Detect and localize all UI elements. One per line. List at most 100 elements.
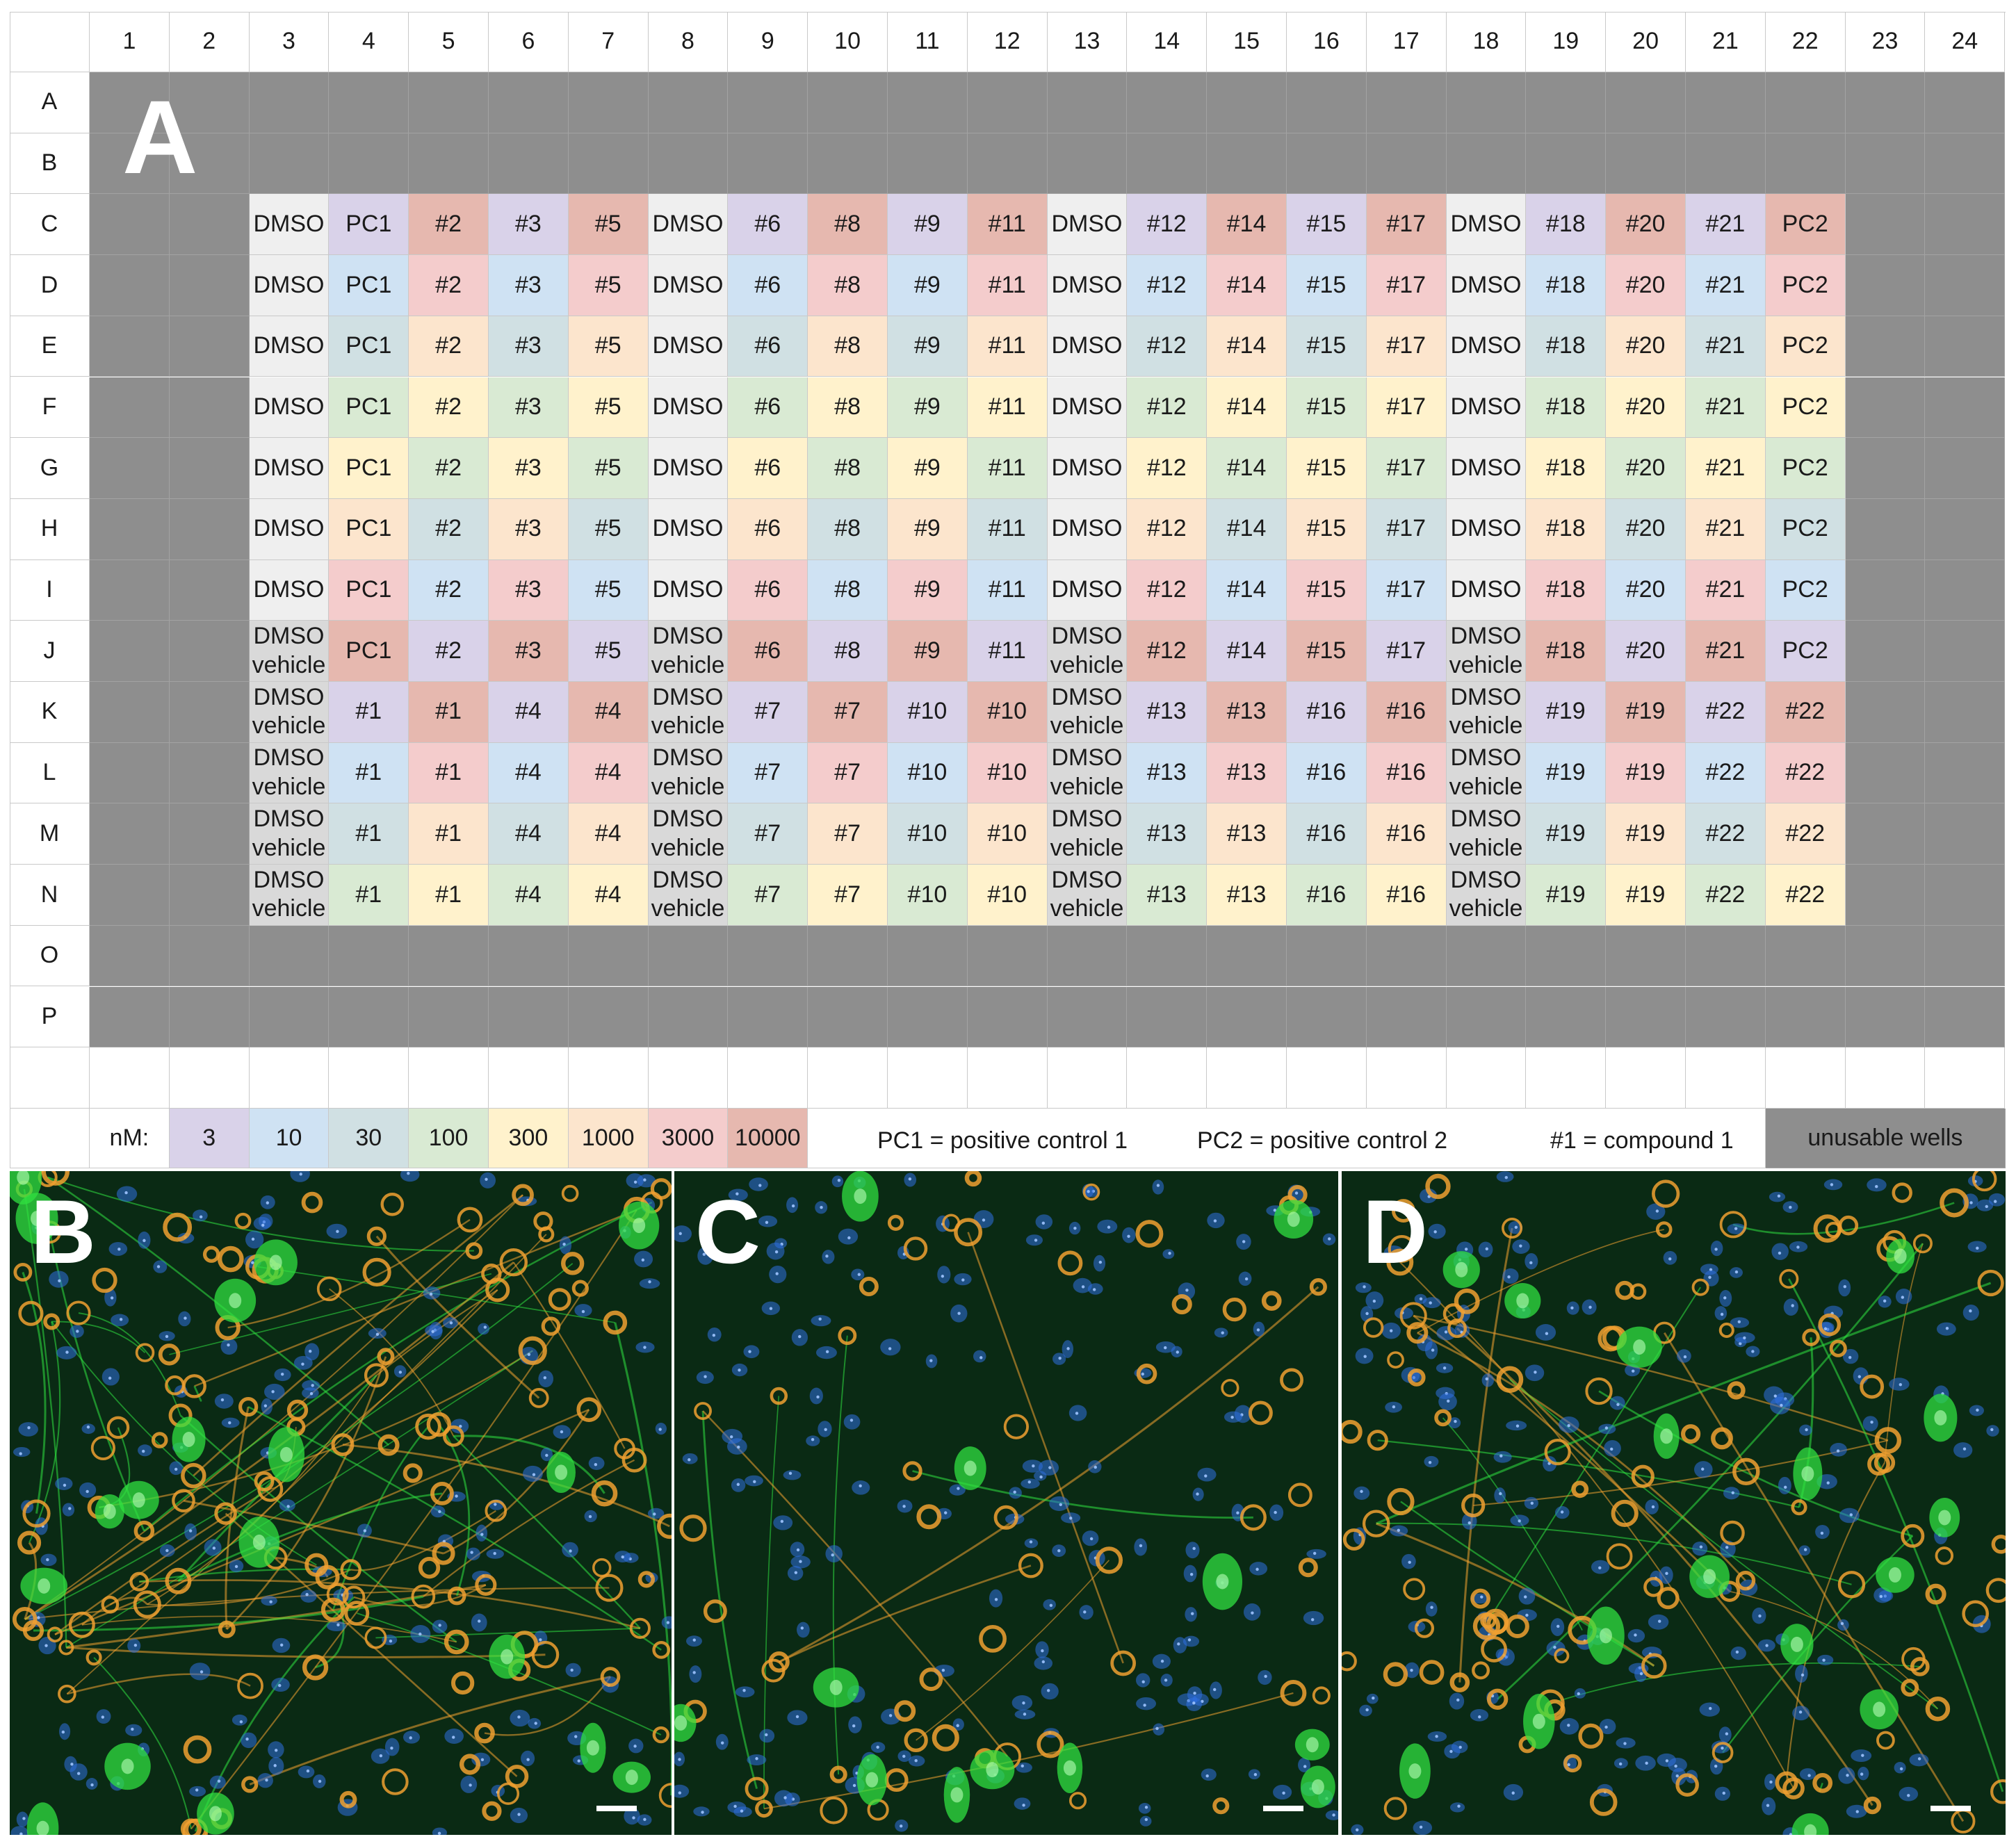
unusable-well: [808, 925, 888, 987]
cell-body: [133, 1520, 155, 1542]
nucleus: [1138, 1803, 1151, 1814]
nucleus-spot: [1674, 1764, 1677, 1768]
neurite: [51, 1321, 146, 1353]
cell-body: [1578, 1723, 1604, 1749]
nucleus: [1359, 1704, 1372, 1717]
nucleus: [848, 1716, 862, 1733]
well: #10: [888, 803, 968, 865]
nucleus-spot: [19, 1452, 22, 1455]
nucleus-spot: [407, 1172, 410, 1175]
nucleus-spot: [712, 1334, 716, 1337]
nucleus: [302, 1380, 320, 1391]
neurite: [22, 1271, 47, 1514]
nucleus-spot: [37, 1616, 40, 1619]
nucleus-spot: [570, 1668, 574, 1672]
well: #22: [1765, 865, 1846, 926]
nucleus-spot: [251, 1237, 255, 1241]
nucleus: [1493, 1451, 1512, 1463]
nucleus-spot: [1645, 1761, 1648, 1765]
nucleus-spot: [1820, 1531, 1824, 1535]
nucleus-spot: [902, 1505, 906, 1508]
cell-body: [887, 1214, 904, 1231]
nucleus: [138, 1444, 152, 1457]
nucleus-spot: [1468, 1521, 1471, 1525]
nucleus-spot: [1221, 1331, 1224, 1334]
neuron-soma-highlight: [252, 1534, 266, 1550]
nucleus-spot: [944, 1511, 948, 1514]
nucleus-spot: [1205, 1774, 1209, 1778]
cell-body: [1985, 1578, 2006, 1603]
unusable-well: [1845, 865, 1926, 926]
cell-body: [1655, 1221, 1673, 1238]
nucleus-spot: [1870, 1420, 1873, 1424]
cell-body: [1362, 1510, 1390, 1537]
nucleus-spot: [1769, 1780, 1773, 1784]
well: #12: [1127, 377, 1208, 439]
nucleus-spot: [1560, 1510, 1564, 1514]
nucleus-spot: [1433, 1230, 1437, 1234]
nucleus-spot: [1784, 1485, 1787, 1489]
nucleus-spot: [1058, 1356, 1062, 1360]
cell-body: [1563, 1754, 1582, 1773]
nucleus-spot: [1789, 1833, 1793, 1835]
cell-body: [603, 1310, 628, 1335]
well: DMSO vehicle: [1446, 803, 1527, 865]
column-header: 22: [1765, 12, 1846, 72]
cell-body: [658, 1783, 672, 1808]
cell-body: [993, 1505, 1018, 1530]
cell-body: [1136, 1363, 1157, 1384]
cell-body: [474, 1722, 495, 1744]
nucleus-spot: [485, 1177, 488, 1181]
well: #1: [409, 742, 489, 804]
well: #13: [1207, 682, 1287, 743]
cell-body: [1110, 1650, 1137, 1676]
well: #11: [967, 438, 1048, 499]
nucleus-spot: [1504, 1175, 1508, 1179]
blank-cell: [409, 1047, 489, 1109]
cell-body: [652, 1726, 669, 1744]
nucleus: [559, 1236, 572, 1255]
cell-body: [1711, 1427, 1733, 1450]
row-header: D: [10, 255, 90, 316]
well: #16: [1287, 803, 1367, 865]
cell-body: [1718, 1322, 1734, 1339]
panel-a-label: A: [122, 79, 198, 195]
cell-body: [135, 1343, 155, 1362]
nucleus: [1139, 1815, 1152, 1827]
nucleus-spot: [982, 1218, 986, 1222]
nucleus: [811, 1315, 831, 1327]
nucleus: [1894, 1762, 1906, 1774]
nucleus-spot: [1256, 1328, 1260, 1332]
cell-body: [339, 1790, 357, 1808]
well: #3: [489, 377, 569, 439]
cell-body: [1287, 1482, 1312, 1508]
nucleus: [774, 1790, 793, 1807]
well: #11: [967, 498, 1048, 560]
well: #13: [1127, 682, 1208, 743]
nucleus-spot: [1143, 1704, 1146, 1707]
nucleus-spot: [1737, 1320, 1741, 1323]
unusable-well: [1765, 133, 1846, 195]
unusable-well: [1366, 986, 1447, 1048]
nucleus-spot: [1480, 1595, 1483, 1599]
neuron-soma-highlight: [1287, 1211, 1300, 1227]
unusable-well: [409, 986, 489, 1048]
unusable-well: [1925, 498, 2006, 560]
legend-swatch: 3: [169, 1108, 250, 1168]
nucleus: [62, 1503, 75, 1517]
cell-body: [1860, 1374, 1885, 1399]
nucleus: [1021, 1478, 1040, 1489]
neuron-soma-highlight: [1216, 1574, 1229, 1590]
cell-body: [1342, 1528, 1365, 1551]
unusable-well: [1765, 986, 1846, 1048]
nucleus: [1953, 1442, 1973, 1458]
well: #21: [1686, 194, 1766, 256]
cell-body: [344, 1601, 370, 1626]
nucleus-spot: [110, 1296, 114, 1300]
scale-bar-c: [1263, 1806, 1303, 1811]
unusable-well: [409, 133, 489, 195]
well: #12: [1127, 438, 1208, 499]
cell-body: [202, 1245, 220, 1263]
nucleus-spot: [469, 1783, 472, 1787]
neuron-soma-highlight: [1894, 1248, 1907, 1264]
